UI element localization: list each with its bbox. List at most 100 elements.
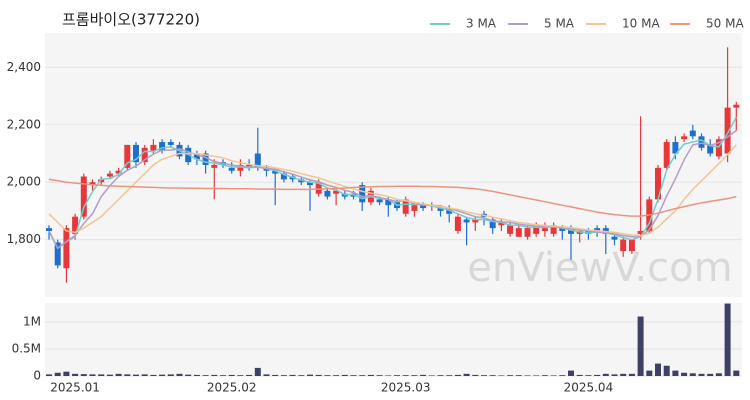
volume-bar [228,374,235,376]
volume-bar [315,374,322,376]
volume-bar [646,370,653,376]
volume-bar [159,374,166,376]
candle-body [72,216,79,234]
candle-body [89,182,96,186]
volume-bar [185,374,192,376]
candle-body [228,167,235,171]
volume-bar [193,374,200,376]
volume-bar [576,374,583,376]
volume-bar [385,375,392,376]
ma-line [48,116,737,250]
volume-bar [402,375,409,376]
volume-bar [681,372,688,376]
candle-body [568,228,574,234]
volume-bar [141,374,148,376]
volume-bar [698,373,705,376]
chart-title: 프롬바이오(377220) [62,11,200,29]
candle-body [167,142,174,145]
candle-body [507,225,514,234]
candle-body [541,228,548,231]
legend-label: 50 MA [706,17,744,31]
candle-body [54,242,61,266]
volume-bar [420,374,427,376]
volume-bar [106,374,113,376]
legend-label: 3 MA [466,17,497,31]
volume-bar [515,375,522,376]
volume-bar [394,375,400,376]
volume-bar [98,374,105,376]
volume-bar [498,375,505,376]
volume-bar [150,374,157,376]
candle-body [376,199,383,203]
candle-body [611,236,618,240]
volume-bar [54,372,61,376]
volume-bar [541,375,548,376]
volume-bar [437,375,444,376]
volume-bar [707,373,714,376]
candle-body [385,199,392,206]
candle-body [620,239,627,252]
volume-bar [367,374,374,376]
x-tick-label: 2025.03 [381,381,431,395]
volume-bar [655,363,661,376]
volume-tick-label: 0.5M [12,341,41,355]
volume-bar [254,367,261,376]
volume-bar [568,370,574,376]
candle-body [106,173,113,177]
candle-body [411,205,418,211]
volume-bar [637,316,644,376]
candle-body [637,231,644,234]
candle-body [280,173,287,180]
volume-bar [280,375,287,376]
volume-tick-label: 1M [23,314,41,328]
candle-body [420,205,427,209]
volume-bar [176,373,183,376]
candle-body [489,219,496,229]
price-panel [45,33,742,297]
candle-body [655,167,661,200]
candle-body [715,139,722,157]
volume-bar [307,374,313,376]
candle-body [550,225,557,234]
y-tick-label: 2,000 [7,175,41,189]
candle-body [307,182,313,186]
volume-panel [45,303,742,376]
candle-body [124,144,131,168]
volume-bar [507,375,514,376]
volume-bar [724,303,731,376]
volume-bar [663,365,670,376]
volume-bar [689,373,696,376]
candle-body [115,170,122,174]
volume-bar [376,375,383,376]
volume-bar [298,375,305,376]
candle-body [46,228,52,231]
volume-bar [672,370,679,376]
volume-bar [115,373,122,376]
volume-bar [289,374,296,376]
volume-bar [246,374,253,376]
candle-body [498,222,505,226]
volume-bar [463,373,470,376]
x-tick-label: 2025.02 [207,381,257,395]
candle-body [133,144,139,163]
candle-body [733,104,740,108]
candle-body [237,165,244,171]
volume-bar [611,374,618,376]
candle-body [333,190,340,194]
candle-body [80,176,87,217]
x-tick-label: 2025.01 [50,381,100,395]
ma-line [48,178,737,217]
legend-label: 10 MA [622,17,660,31]
x-tick-label: 2025.04 [564,381,614,395]
volume-bar [333,375,340,376]
candle-body [402,199,409,214]
volume-bar [620,373,627,376]
candle-body [272,170,279,174]
volume-bar [80,374,87,376]
volume-bar [602,373,609,376]
volume-bar [585,375,592,376]
legend-label: 5 MA [544,17,575,31]
watermark: enViewV.com [467,245,732,291]
candle-body [150,144,157,151]
